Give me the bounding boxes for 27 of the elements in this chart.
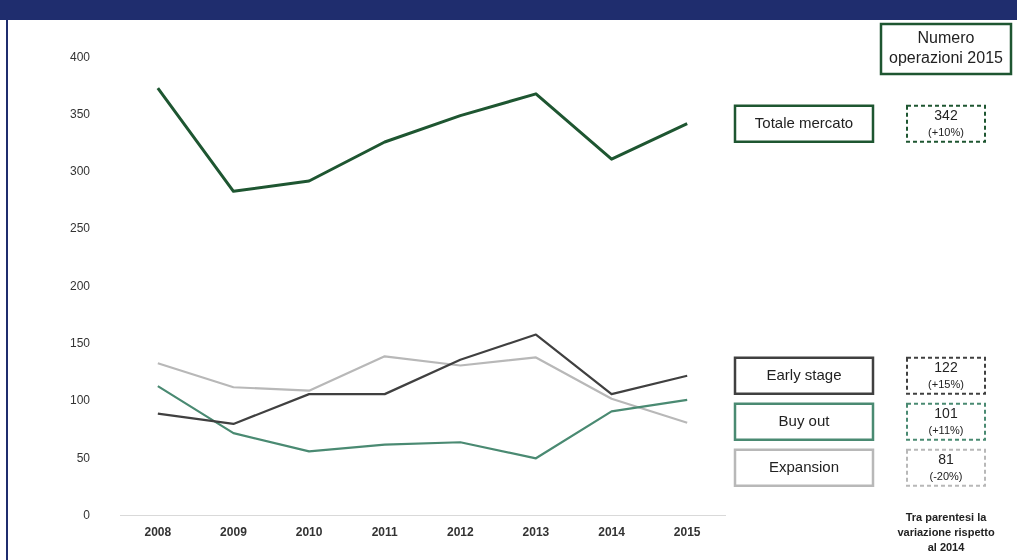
x-tick-label: 2010: [295, 525, 323, 540]
text: 342 (+10%): [928, 106, 964, 138]
y-tick-label: 300: [69, 164, 91, 179]
y-tick-label: 50: [76, 450, 91, 465]
text: Numero operazioni 2015: [889, 29, 1004, 67]
x-tick-label: 2014: [598, 525, 626, 540]
text: Buy out: [778, 411, 831, 429]
text: 101 (+11%): [928, 404, 964, 436]
x-tick-label: 2008: [144, 525, 172, 540]
text: Expansion: [768, 457, 840, 475]
text: 122 (+15%): [928, 358, 964, 390]
x-tick-label: 2012: [446, 525, 474, 540]
y-tick-label: 200: [69, 278, 91, 293]
y-tick-label: 250: [69, 221, 91, 236]
text: Tra parentesi la variazione rispetto al 2014: [897, 510, 995, 553]
x-tick-label: 2013: [522, 525, 550, 540]
y-tick-label: 350: [69, 106, 91, 121]
text: Totale mercato: [754, 113, 854, 131]
text: 81 (-20%): [929, 450, 963, 482]
x-tick-label: 2009: [220, 525, 248, 540]
y-tick-label: 0: [83, 507, 91, 522]
text: Early stage: [766, 365, 842, 383]
x-tick-label: 2015: [673, 525, 701, 540]
x-tick-label: 2011: [371, 525, 399, 540]
y-tick-label: 400: [69, 49, 91, 64]
y-tick-label: 100: [69, 393, 91, 408]
y-tick-label: 150: [69, 336, 91, 351]
